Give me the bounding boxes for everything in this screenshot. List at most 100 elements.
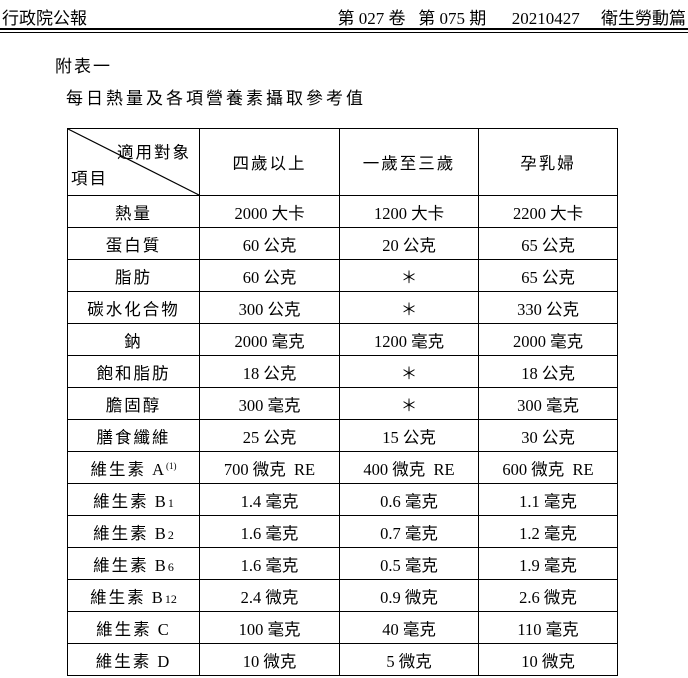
value-cell: 65 公克: [478, 259, 618, 292]
item-name: 飽和脂肪: [96, 363, 171, 383]
value-cell: 2000 毫克: [199, 323, 340, 356]
nutrient-table: 適用對象 項目 四歲以上 一歲至三歲 孕乳婦 熱量 2000 大卡 1200 大卡 2…: [67, 128, 618, 676]
table-row: 維生素 B12 2.4 微克 0.9 微克 2.6 微克: [67, 579, 618, 612]
item-suffix: 2: [167, 527, 174, 542]
value-cell: 330 公克: [478, 291, 618, 324]
table-row: 鈉 2000 毫克 1200 毫克 2000 毫克: [67, 323, 618, 356]
value-cell: 2000 毫克: [478, 323, 618, 356]
value-cell: 0.6 毫克: [339, 483, 479, 516]
table-row: 維生素 B6 1.6 毫克 0.5 毫克 1.9 毫克: [67, 547, 618, 580]
item-name: 蛋白質: [105, 235, 162, 255]
corner-top-label: 適用對象: [117, 143, 191, 162]
item-name: 維生素 B: [93, 491, 168, 511]
item-name: 維生素 D: [95, 651, 172, 671]
item-cell: 維生素 B12: [67, 579, 200, 612]
item-cell: 維生素 A(1): [67, 451, 200, 484]
value-cell: 5 微克: [339, 643, 479, 676]
value-cell: 1200 大卡: [339, 195, 479, 228]
value-cell: 2.4 微克: [199, 579, 340, 612]
value-cell: 0.9 微克: [339, 579, 479, 612]
item-name: 維生素 B: [90, 587, 165, 607]
header-rule-thin: [0, 32, 688, 33]
item-suffix: 1: [167, 495, 174, 510]
value-cell: ＊: [339, 355, 479, 388]
table-row: 維生素 C 100 毫克 40 毫克 110 毫克: [67, 611, 618, 644]
header-rule: [0, 28, 688, 30]
value-cell: 1.1 毫克: [478, 483, 618, 516]
issue-info: 第 027 卷 第 075 期 20210427 衛生勞動篇: [338, 4, 687, 29]
value-cell: 300 毫克: [478, 387, 618, 420]
value-cell: 1.4 毫克: [199, 483, 340, 516]
value-cell: 30 公克: [478, 419, 618, 452]
item-name: 碳水化合物: [87, 299, 180, 319]
item-cell: 膽固醇: [67, 387, 200, 420]
table-header-row: 適用對象 項目 四歲以上 一歲至三歲 孕乳婦: [67, 128, 618, 196]
issue-date: 20210427: [511, 9, 580, 28]
table-row: 熱量 2000 大卡 1200 大卡 2200 大卡: [67, 195, 618, 228]
corner-bottom-label: 項目: [71, 169, 108, 188]
value-cell: 10 微克: [478, 643, 618, 676]
value-cell: 0.5 毫克: [339, 547, 479, 580]
value-cell: 2.6 微克: [478, 579, 618, 612]
item-cell: 碳水化合物: [67, 291, 200, 324]
value-cell: 40 毫克: [339, 611, 479, 644]
value-cell: 1.2 毫克: [478, 515, 618, 548]
value-cell: 65 公克: [478, 227, 618, 260]
value-cell: 60 公克: [199, 227, 340, 260]
item-cell: 維生素 D: [67, 643, 200, 676]
table-row: 蛋白質 60 公克 20 公克 65 公克: [67, 227, 618, 260]
item-cell: 熱量: [67, 195, 200, 228]
table-row: 維生素 A(1) 700 微克 RE 400 微克 RE 600 微克 RE: [67, 451, 618, 484]
item-name: 膽固醇: [105, 395, 162, 415]
table-title: 每日熱量及各項營養素攝取參考值: [66, 89, 366, 108]
item-cell: 維生素 C: [67, 611, 200, 644]
value-cell: 300 公克: [199, 291, 340, 324]
table-row: 維生素 B1 1.4 毫克 0.6 毫克 1.1 毫克: [67, 483, 618, 516]
value-cell: 110 毫克: [478, 611, 618, 644]
item-name: 鈉: [124, 331, 143, 351]
value-cell: ＊: [339, 387, 479, 420]
value-cell: 0.7 毫克: [339, 515, 479, 548]
item-name: 維生素 B: [93, 555, 168, 575]
value-cell: 60 公克: [199, 259, 340, 292]
value-cell: 20 公克: [339, 227, 479, 260]
item-cell: 維生素 B6: [67, 547, 200, 580]
table-row: 維生素 B2 1.6 毫克 0.7 毫克 1.2 毫克: [67, 515, 618, 548]
item-suffix: 6: [167, 559, 174, 574]
value-cell: 300 毫克: [199, 387, 340, 420]
item-cell: 脂肪: [67, 259, 200, 292]
item-cell: 鈉: [67, 323, 200, 356]
column-header: 一歲至三歲: [339, 128, 479, 196]
page-header: 行政院公報 第 027 卷 第 075 期 20210427 衛生勞動篇: [0, 4, 688, 29]
value-cell: 700 微克 RE: [199, 451, 340, 484]
table-row: 飽和脂肪 18 公克＊ 18 公克: [67, 355, 618, 388]
item-cell: 蛋白質: [67, 227, 200, 260]
value-cell: 600 微克 RE: [478, 451, 618, 484]
item-cell: 維生素 B1: [67, 483, 200, 516]
publisher: 行政院公報: [2, 9, 87, 28]
value-cell: 1200 毫克: [339, 323, 479, 356]
value-cell: 2200 大卡: [478, 195, 618, 228]
value-cell: 18 公克: [199, 355, 340, 388]
table-row: 碳水化合物 300 公克＊ 330 公克: [67, 291, 618, 324]
item-cell: 飽和脂肪: [67, 355, 200, 388]
item-cell: 維生素 B2: [67, 515, 200, 548]
volume-issue: 第 027 卷 第 075 期: [337, 9, 487, 28]
value-cell: 400 微克 RE: [339, 451, 479, 484]
corner-cell: 適用對象 項目: [67, 128, 200, 196]
column-header: 四歲以上: [199, 128, 340, 196]
item-name: 維生素 C: [96, 619, 171, 639]
table-row: 膽固醇 300 毫克＊ 300 毫克: [67, 387, 618, 420]
value-cell: 25 公克: [199, 419, 340, 452]
value-cell: 1.9 毫克: [478, 547, 618, 580]
section: 衛生勞動篇: [601, 9, 686, 28]
item-name: 熱量: [115, 203, 152, 223]
column-header: 孕乳婦: [478, 128, 618, 196]
table-row: 脂肪 60 公克＊ 65 公克: [67, 259, 618, 292]
item-suffix: (1): [166, 460, 177, 471]
value-cell: 15 公克: [339, 419, 479, 452]
item-name: 維生素 B: [93, 523, 168, 543]
value-cell: 1.6 毫克: [199, 547, 340, 580]
diagonal-line: [68, 129, 199, 195]
value-cell: 2000 大卡: [199, 195, 340, 228]
